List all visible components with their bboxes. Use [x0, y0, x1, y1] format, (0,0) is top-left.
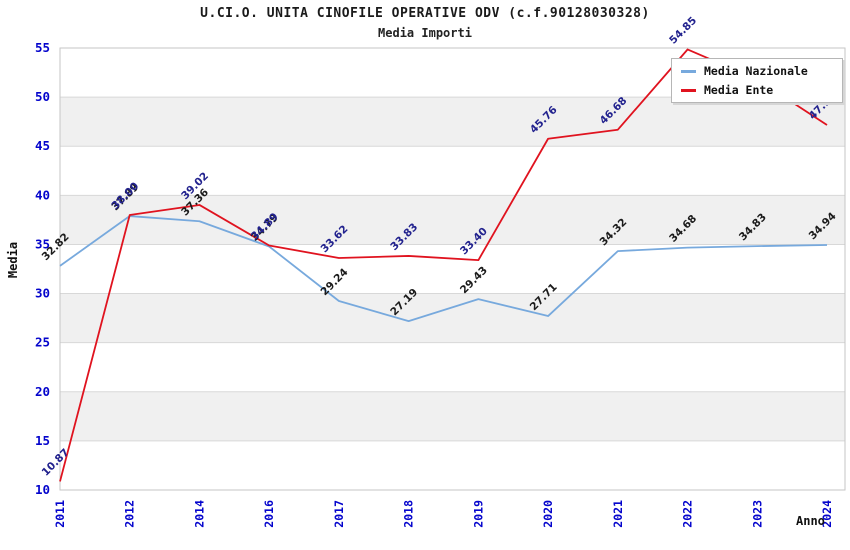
x-tick-label: 2011: [53, 500, 67, 528]
x-tick-label: 2021: [611, 500, 625, 528]
background-band: [60, 293, 845, 343]
x-tick-label: 2012: [123, 500, 137, 528]
x-tick-label: 2014: [192, 500, 206, 528]
y-axis-title: Media: [6, 241, 20, 279]
x-tick-label: 2024: [820, 500, 834, 528]
y-tick-label: 45: [35, 138, 50, 153]
legend-label: Media Ente: [704, 83, 774, 97]
y-tick-label: 10: [35, 482, 50, 497]
data-label: 10.87: [40, 447, 72, 479]
chart-title: U.CI.O. UNITA CINOFILE OPERATIVE ODV (c.…: [200, 6, 650, 21]
x-tick-label: 2018: [402, 500, 416, 528]
nazionale-line-swatch-icon: [681, 69, 696, 73]
ente-line-swatch-icon: [681, 88, 696, 92]
y-tick-label: 30: [35, 286, 50, 301]
legend-item-media-nazionale: Media Nazionale: [681, 64, 842, 78]
x-tick-label: 2016: [262, 500, 276, 528]
series-line-media-ente: [59, 48, 828, 482]
legend-item-media-ente: Media Ente: [681, 83, 842, 97]
plot-border: [59, 47, 846, 491]
x-tick-label: 2019: [471, 500, 485, 528]
y-tick-label: 20: [35, 384, 50, 399]
x-axis-title: Anno: [796, 514, 825, 528]
data-label: 29.43: [458, 264, 490, 296]
legend-label: Media Nazionale: [704, 64, 808, 78]
background-band: [60, 391, 845, 441]
series-line-media-nazionale: [59, 215, 828, 323]
x-tick-label: 2017: [332, 500, 346, 528]
legend: Media Nazionale Media Ente: [671, 58, 843, 103]
y-tick-label: 55: [35, 40, 50, 55]
y-tick-label: 50: [35, 89, 50, 104]
background-band: [60, 97, 845, 147]
chart-subtitle: Media Importi: [378, 26, 472, 40]
x-tick-label: 2023: [750, 500, 764, 528]
x-tick-label: 2020: [541, 500, 555, 528]
y-tick-label: 35: [35, 236, 50, 251]
y-tick-label: 40: [35, 187, 50, 202]
x-tick-label: 2022: [681, 500, 695, 528]
y-tick-label: 15: [35, 433, 50, 448]
y-tick-label: 25: [35, 335, 50, 350]
